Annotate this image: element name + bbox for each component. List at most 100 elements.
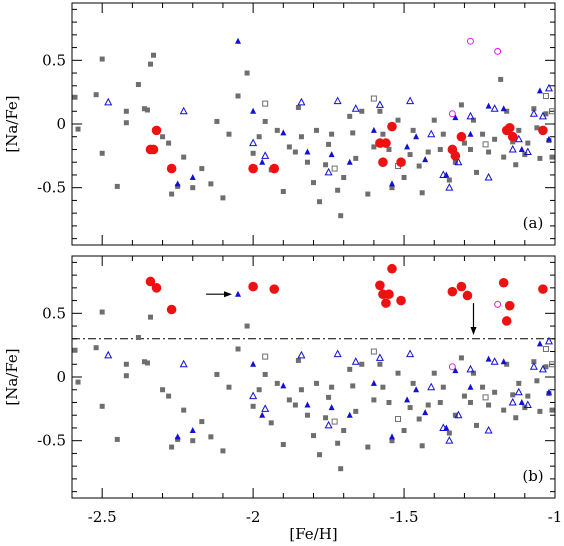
point-gray-square	[93, 345, 99, 351]
point-open-triangle	[523, 400, 532, 409]
point-gray-square	[75, 379, 81, 385]
point-red-circle	[269, 284, 280, 294]
point-red-circle	[396, 157, 406, 168]
y-tick-label: 0	[56, 368, 66, 386]
point-gray-square	[437, 399, 443, 405]
point-gray-square	[461, 393, 467, 399]
point-gray-square	[467, 146, 473, 152]
point-gray-square	[347, 366, 353, 372]
point-gray-square	[380, 131, 386, 137]
point-gray-square	[123, 361, 129, 367]
point-gray-square	[298, 134, 304, 140]
point-open-square	[542, 345, 549, 352]
point-red-circle	[151, 125, 162, 136]
point-gray-square	[274, 380, 280, 386]
point-gray-square	[452, 159, 458, 165]
point-open-triangle	[333, 96, 342, 105]
point-blue-triangle	[536, 340, 543, 347]
point-gray-square	[144, 360, 150, 366]
point-gray-square	[480, 131, 486, 137]
point-red-circle	[396, 295, 406, 306]
point-blue-triangle	[467, 383, 474, 390]
point-open-triangle	[375, 353, 384, 361]
point-open-triangle	[508, 397, 517, 406]
point-blue-triangle	[422, 409, 429, 416]
point-gray-square	[353, 408, 359, 414]
point-blue-triangle	[388, 180, 395, 187]
point-blue-triangle	[500, 105, 507, 112]
point-blue-triangle	[174, 180, 181, 187]
point-gray-square	[141, 106, 147, 112]
point-gray-square	[498, 76, 504, 82]
point-blue-triangle	[536, 87, 543, 94]
point-blue-triangle	[250, 360, 257, 367]
point-gray-square	[317, 452, 323, 458]
point-gray-square	[431, 117, 437, 123]
point-open-triangle	[179, 359, 188, 368]
point-gray-square	[537, 155, 543, 161]
x-tick-label: -2.5	[88, 508, 117, 526]
point-gray-square	[166, 393, 172, 399]
point-gray-square	[304, 159, 310, 165]
point-open-triangle	[179, 106, 188, 115]
point-gray-square	[235, 93, 241, 99]
point-open-triangle	[351, 104, 360, 112]
point-gray-square	[214, 118, 220, 124]
point-open-triangle	[261, 151, 270, 159]
point-red-circle	[248, 281, 258, 292]
point-open-triangle	[484, 172, 493, 181]
point-blue-triangle	[388, 433, 395, 440]
point-blue-triangle	[304, 401, 311, 408]
point-open-triangle	[508, 144, 517, 153]
point-red-circle	[387, 263, 397, 274]
point-gray-square	[114, 436, 120, 442]
point-gray-square	[461, 140, 467, 146]
point-gray-square	[452, 412, 458, 418]
point-gray-square	[329, 384, 335, 390]
point-gray-square	[160, 134, 166, 140]
point-blue-triangle	[370, 379, 377, 386]
point-gray-square	[144, 107, 150, 113]
point-open-triangle	[406, 349, 415, 358]
common-axis-labels: [Fe/H]	[289, 525, 337, 543]
point-gray-square	[250, 403, 256, 409]
point-gray-square	[208, 181, 214, 187]
point-gray-square	[123, 120, 129, 126]
point-gray-square	[298, 387, 304, 393]
point-open-square	[548, 361, 555, 368]
point-gray-square	[377, 108, 383, 114]
point-gray-square	[190, 185, 196, 191]
point-gray-square	[199, 419, 205, 425]
point-gray-square	[371, 144, 377, 150]
point-red-circle	[450, 151, 461, 161]
point-open-triangle	[523, 147, 532, 156]
point-blue-triangle	[443, 424, 450, 431]
point-gray-square	[311, 180, 316, 186]
arrow-head	[470, 326, 477, 335]
point-red-circle	[151, 283, 162, 293]
panel-label: (b)	[522, 467, 543, 485]
point-open-square	[331, 418, 338, 425]
point-gray-square	[75, 126, 81, 132]
point-gray-square	[226, 384, 232, 390]
point-gray-square	[350, 130, 356, 136]
x-axis-label: [Fe/H]	[289, 525, 337, 543]
point-gray-square	[317, 199, 323, 205]
point-gray-square	[169, 191, 175, 197]
point-open-triangle	[427, 382, 436, 391]
point-blue-triangle	[467, 130, 474, 137]
point-blue-triangle	[328, 404, 335, 411]
point-red-circle	[538, 284, 548, 294]
point-red-circle	[148, 144, 159, 155]
plot-frame	[71, 255, 556, 499]
point-open-triangle	[324, 420, 333, 429]
point-open-triangle	[544, 83, 553, 92]
point-gray-square	[407, 405, 413, 411]
point-gray-square	[525, 140, 531, 146]
point-gray-square	[501, 154, 507, 160]
point-open-triangle	[454, 410, 463, 419]
point-gray-square	[147, 314, 153, 320]
point-red-circle	[269, 163, 280, 174]
point-gray-square	[480, 384, 486, 390]
plot-frame	[71, 2, 556, 246]
